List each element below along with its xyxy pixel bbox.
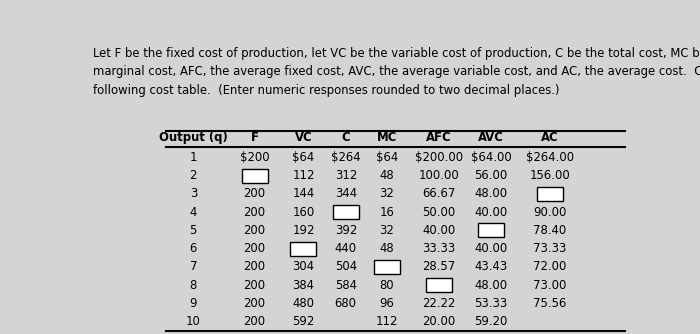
Text: 32: 32 xyxy=(379,224,394,237)
Text: 56.00: 56.00 xyxy=(475,169,508,182)
Text: 504: 504 xyxy=(335,261,357,274)
Text: 40.00: 40.00 xyxy=(475,206,508,219)
Text: Output (q): Output (q) xyxy=(159,131,228,144)
Text: 100.00: 100.00 xyxy=(419,169,459,182)
Text: AC: AC xyxy=(541,131,559,144)
FancyBboxPatch shape xyxy=(537,315,563,329)
Text: 160: 160 xyxy=(293,206,314,219)
Text: Let F be the fixed cost of production, let VC be the variable cost of production: Let F be the fixed cost of production, l… xyxy=(93,46,700,97)
Text: 66.67: 66.67 xyxy=(422,187,456,200)
Text: 50.00: 50.00 xyxy=(422,206,456,219)
Text: 73.00: 73.00 xyxy=(533,279,566,292)
FancyBboxPatch shape xyxy=(537,187,563,201)
Text: 53.33: 53.33 xyxy=(475,297,508,310)
Text: 592: 592 xyxy=(293,315,314,328)
Text: $264.00: $264.00 xyxy=(526,151,574,164)
Text: 2: 2 xyxy=(190,169,197,182)
FancyBboxPatch shape xyxy=(332,315,358,329)
Text: MC: MC xyxy=(377,131,397,144)
Text: C: C xyxy=(342,131,350,144)
FancyBboxPatch shape xyxy=(290,242,316,256)
Text: 40.00: 40.00 xyxy=(422,224,456,237)
Text: 584: 584 xyxy=(335,279,357,292)
Text: 192: 192 xyxy=(292,224,314,237)
Text: 440: 440 xyxy=(335,242,357,255)
Text: 33.33: 33.33 xyxy=(422,242,456,255)
Text: $64: $64 xyxy=(376,151,398,164)
Text: 200: 200 xyxy=(244,279,266,292)
Text: 200: 200 xyxy=(244,297,266,310)
Text: 48.00: 48.00 xyxy=(475,187,508,200)
Text: 75.56: 75.56 xyxy=(533,297,566,310)
Text: 73.33: 73.33 xyxy=(533,242,566,255)
Text: 112: 112 xyxy=(376,315,398,328)
Text: 4: 4 xyxy=(190,206,197,219)
Text: 48.00: 48.00 xyxy=(475,279,508,292)
Text: $264: $264 xyxy=(331,151,360,164)
Text: 78.40: 78.40 xyxy=(533,224,566,237)
Text: 156.00: 156.00 xyxy=(529,169,570,182)
Text: 48: 48 xyxy=(379,242,394,255)
Text: AVC: AVC xyxy=(478,131,504,144)
Text: 5: 5 xyxy=(190,224,197,237)
Text: 144: 144 xyxy=(293,187,314,200)
FancyBboxPatch shape xyxy=(426,278,452,292)
Text: 304: 304 xyxy=(293,261,314,274)
FancyBboxPatch shape xyxy=(374,260,400,274)
Text: 9: 9 xyxy=(190,297,197,310)
Text: 16: 16 xyxy=(379,206,394,219)
FancyBboxPatch shape xyxy=(478,223,504,237)
Text: 43.43: 43.43 xyxy=(475,261,508,274)
Text: $64: $64 xyxy=(293,151,314,164)
Text: 200: 200 xyxy=(244,315,266,328)
Text: 6: 6 xyxy=(190,242,197,255)
Text: 200: 200 xyxy=(244,224,266,237)
Text: 8: 8 xyxy=(190,279,197,292)
Text: $200: $200 xyxy=(240,151,270,164)
Text: 22.22: 22.22 xyxy=(422,297,456,310)
Text: 90.00: 90.00 xyxy=(533,206,566,219)
Text: 200: 200 xyxy=(244,261,266,274)
Text: 112: 112 xyxy=(292,169,314,182)
Text: 20.00: 20.00 xyxy=(422,315,456,328)
Text: VC: VC xyxy=(295,131,312,144)
Text: AFC: AFC xyxy=(426,131,452,144)
Text: $200.00: $200.00 xyxy=(415,151,463,164)
Text: 3: 3 xyxy=(190,187,197,200)
Text: 1: 1 xyxy=(190,151,197,164)
FancyBboxPatch shape xyxy=(332,205,358,219)
Text: 312: 312 xyxy=(335,169,357,182)
FancyBboxPatch shape xyxy=(241,169,267,183)
Text: 80: 80 xyxy=(379,279,394,292)
Text: 32: 32 xyxy=(379,187,394,200)
Text: 384: 384 xyxy=(293,279,314,292)
Text: 680: 680 xyxy=(335,297,357,310)
Text: $64.00: $64.00 xyxy=(470,151,512,164)
Text: 392: 392 xyxy=(335,224,357,237)
Text: F: F xyxy=(251,131,258,144)
Text: 48: 48 xyxy=(379,169,394,182)
Text: 96: 96 xyxy=(379,297,394,310)
Text: 200: 200 xyxy=(244,242,266,255)
Text: 40.00: 40.00 xyxy=(475,242,508,255)
Text: 480: 480 xyxy=(293,297,314,310)
Text: 28.57: 28.57 xyxy=(422,261,456,274)
Text: 344: 344 xyxy=(335,187,357,200)
Text: 200: 200 xyxy=(244,187,266,200)
Text: 7: 7 xyxy=(190,261,197,274)
Text: 10: 10 xyxy=(186,315,201,328)
Text: 200: 200 xyxy=(244,206,266,219)
Text: 59.20: 59.20 xyxy=(475,315,508,328)
Text: 72.00: 72.00 xyxy=(533,261,566,274)
